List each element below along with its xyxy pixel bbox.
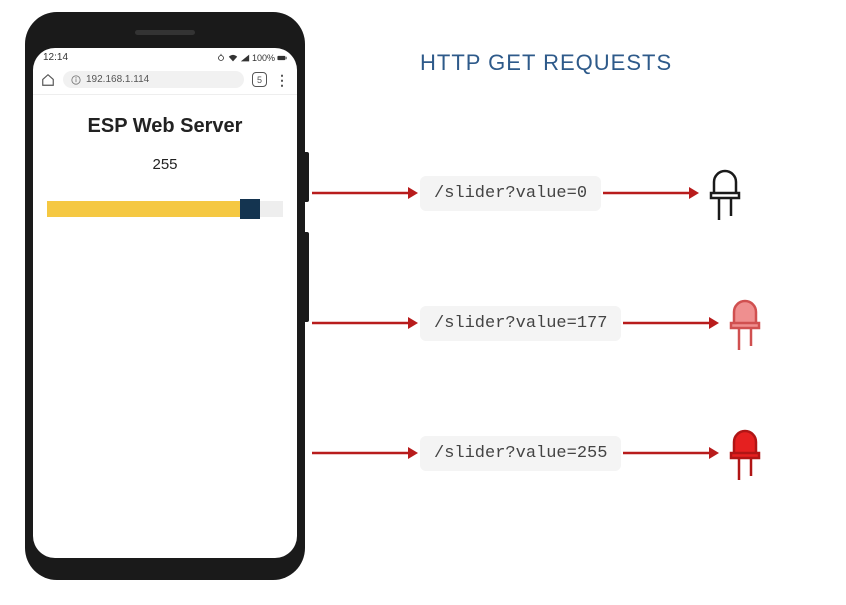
page-title: ESP Web Server — [47, 115, 283, 138]
status-bar: 12:14 100% — [33, 48, 297, 65]
arrow-icon — [621, 445, 721, 461]
menu-icon[interactable]: ⋮ — [275, 73, 289, 87]
request-url: /slider?value=255 — [420, 436, 621, 471]
request-url: /slider?value=0 — [420, 176, 601, 211]
arrow-icon — [310, 445, 420, 461]
slider-value: 255 — [47, 156, 283, 173]
phone-speaker — [135, 30, 195, 35]
tab-count[interactable]: 5 — [252, 72, 267, 87]
arrow-icon — [310, 185, 420, 201]
request-row-1: /slider?value=177 — [310, 288, 769, 358]
status-icons: 100% — [216, 53, 287, 63]
diagram-title: HTTP GET REQUESTS — [420, 50, 672, 76]
battery-icon — [277, 53, 287, 63]
request-row-2: /slider?value=255 — [310, 418, 769, 488]
request-row-0: /slider?value=0 — [310, 158, 749, 228]
url-bar[interactable]: 192.168.1.114 — [63, 71, 244, 88]
status-time: 12:14 — [43, 52, 68, 63]
arrow-icon — [601, 185, 701, 201]
led-icon — [701, 158, 749, 228]
slider[interactable] — [47, 201, 283, 217]
arrow-icon — [621, 315, 721, 331]
led-icon — [721, 418, 769, 488]
slider-thumb[interactable] — [240, 199, 260, 219]
home-icon[interactable] — [41, 73, 55, 87]
arrow-icon — [310, 315, 420, 331]
wifi-icon — [228, 53, 238, 63]
request-url: /slider?value=177 — [420, 306, 621, 341]
info-icon — [71, 75, 81, 85]
battery-pct: 100% — [252, 53, 275, 63]
phone-screen: 12:14 100% 192.168.1.114 5 ⋮ ESP Web Ser… — [33, 48, 297, 558]
signal-icon — [240, 53, 250, 63]
led-icon — [721, 288, 769, 358]
slider-fill — [47, 201, 250, 217]
vibrate-icon — [216, 53, 226, 63]
browser-bar: 192.168.1.114 5 ⋮ — [33, 65, 297, 95]
url-text: 192.168.1.114 — [86, 74, 149, 85]
page-content: ESP Web Server 255 — [33, 95, 297, 558]
phone-mockup: 12:14 100% 192.168.1.114 5 ⋮ ESP Web Ser… — [25, 12, 305, 580]
